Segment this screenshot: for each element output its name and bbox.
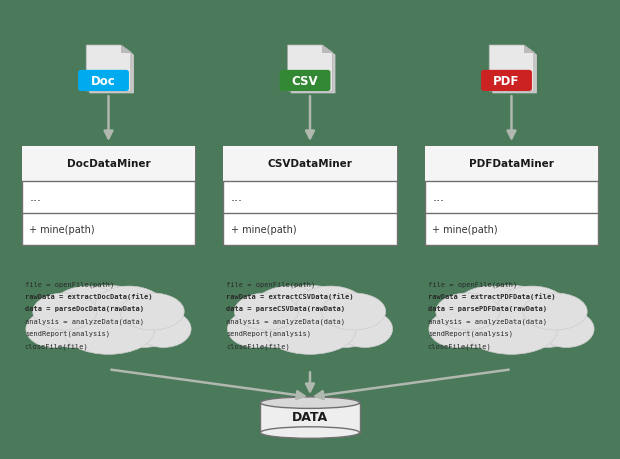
Text: file = openFile(path): file = openFile(path)	[428, 280, 517, 287]
Text: DATA: DATA	[292, 410, 328, 423]
Ellipse shape	[436, 293, 500, 330]
Text: PDFDataMiner: PDFDataMiner	[469, 159, 554, 169]
Ellipse shape	[456, 286, 525, 327]
Text: sendReport(analysis): sendReport(analysis)	[226, 330, 311, 336]
Ellipse shape	[228, 311, 283, 348]
FancyBboxPatch shape	[22, 147, 195, 181]
Text: data = parsePDFData(rawData): data = parsePDFData(rawData)	[428, 305, 547, 312]
Text: + mine(path): + mine(path)	[432, 224, 498, 235]
Text: analysis = analyzeData(data): analysis = analyzeData(data)	[428, 318, 547, 324]
FancyBboxPatch shape	[223, 147, 397, 246]
Ellipse shape	[436, 295, 518, 348]
Ellipse shape	[250, 286, 370, 352]
Text: closeFile(file): closeFile(file)	[25, 342, 89, 349]
Polygon shape	[322, 46, 332, 53]
Text: DocDataMiner: DocDataMiner	[67, 159, 150, 169]
Text: CSVDataMiner: CSVDataMiner	[268, 159, 352, 169]
Text: Doc: Doc	[91, 75, 116, 88]
Text: closeFile(file): closeFile(file)	[428, 342, 492, 349]
Ellipse shape	[234, 295, 317, 348]
FancyBboxPatch shape	[260, 403, 360, 432]
Ellipse shape	[296, 286, 365, 327]
FancyBboxPatch shape	[425, 147, 598, 181]
Ellipse shape	[539, 311, 594, 348]
Polygon shape	[524, 46, 534, 53]
Ellipse shape	[498, 286, 567, 327]
FancyBboxPatch shape	[78, 71, 129, 92]
FancyBboxPatch shape	[280, 71, 330, 92]
Ellipse shape	[136, 311, 191, 348]
Ellipse shape	[303, 295, 386, 348]
Ellipse shape	[505, 295, 587, 348]
Ellipse shape	[53, 286, 122, 327]
Polygon shape	[89, 48, 134, 94]
Ellipse shape	[523, 293, 587, 330]
FancyBboxPatch shape	[425, 147, 598, 246]
FancyBboxPatch shape	[22, 147, 195, 246]
Text: ...: ...	[231, 191, 242, 204]
Text: sendReport(analysis): sendReport(analysis)	[428, 330, 513, 336]
Text: ...: ...	[29, 191, 41, 204]
Ellipse shape	[63, 307, 154, 354]
Ellipse shape	[466, 307, 557, 354]
Ellipse shape	[33, 295, 115, 348]
FancyBboxPatch shape	[223, 147, 397, 181]
Text: + mine(path): + mine(path)	[231, 224, 296, 235]
Text: file = openFile(path): file = openFile(path)	[226, 280, 316, 287]
Ellipse shape	[102, 295, 184, 348]
Ellipse shape	[95, 286, 164, 327]
Polygon shape	[86, 46, 131, 92]
Ellipse shape	[234, 293, 298, 330]
Ellipse shape	[260, 397, 360, 409]
Polygon shape	[489, 46, 534, 92]
Ellipse shape	[260, 427, 360, 438]
Text: closeFile(file): closeFile(file)	[226, 342, 290, 349]
Ellipse shape	[120, 293, 184, 330]
Text: rawData = extractDocData(file): rawData = extractDocData(file)	[25, 292, 153, 300]
Text: analysis = analyzeData(data): analysis = analyzeData(data)	[25, 318, 144, 324]
Text: rawData = extractPDFData(file): rawData = extractPDFData(file)	[428, 292, 556, 300]
Text: data = parseDocData(rawData): data = parseDocData(rawData)	[25, 305, 144, 312]
Ellipse shape	[26, 311, 81, 348]
Text: analysis = analyzeData(data): analysis = analyzeData(data)	[226, 318, 345, 324]
Text: CSV: CSV	[292, 75, 318, 88]
Polygon shape	[121, 46, 131, 53]
Ellipse shape	[429, 311, 484, 348]
Polygon shape	[492, 48, 537, 94]
FancyBboxPatch shape	[481, 71, 532, 92]
Ellipse shape	[452, 286, 571, 352]
Text: rawData = extractCSVData(file): rawData = extractCSVData(file)	[226, 292, 354, 300]
Text: PDF: PDF	[494, 75, 520, 88]
Ellipse shape	[322, 293, 386, 330]
Text: + mine(path): + mine(path)	[29, 224, 95, 235]
Text: sendReport(analysis): sendReport(analysis)	[25, 330, 110, 336]
Polygon shape	[288, 46, 332, 92]
Ellipse shape	[337, 311, 392, 348]
Ellipse shape	[49, 286, 168, 352]
Ellipse shape	[33, 293, 97, 330]
Text: ...: ...	[432, 191, 444, 204]
Polygon shape	[291, 48, 335, 94]
Text: data = parseCSVData(rawData): data = parseCSVData(rawData)	[226, 305, 345, 312]
Text: file = openFile(path): file = openFile(path)	[25, 280, 114, 287]
Ellipse shape	[255, 286, 324, 327]
Ellipse shape	[264, 307, 356, 354]
